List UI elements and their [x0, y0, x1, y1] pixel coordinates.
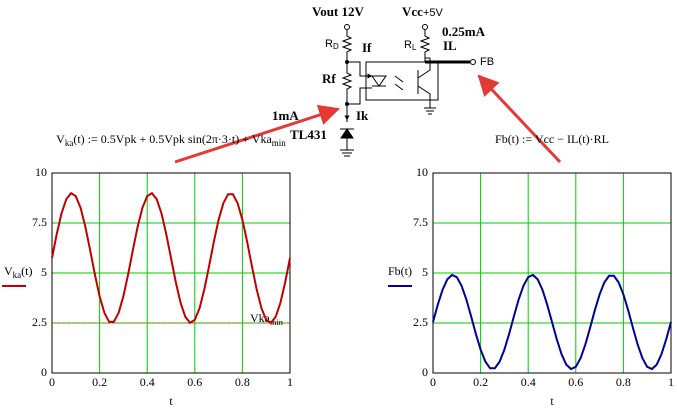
rl-sub: L [412, 43, 417, 52]
rich-text: Fb(t) [388, 264, 412, 278]
subscript: min [272, 138, 287, 148]
vcc-label: Vcc+5V [402, 4, 443, 19]
subscript: ka [13, 270, 22, 280]
plot-frame [432, 172, 672, 374]
wire [347, 61, 373, 79]
rich-text: Vka(t) := 0.5Vpk + 0.5Vpk sin(2π·3·t) + … [56, 132, 286, 148]
if-label: If [362, 40, 372, 55]
x-tick-label: 0 [49, 375, 55, 389]
y-tick-label: 5 [41, 265, 47, 279]
subscript: min [270, 318, 283, 327]
plot-frame [51, 172, 291, 374]
x-tick-label: 0.6 [568, 375, 583, 389]
x-tick-label: 0.4 [521, 375, 536, 389]
vcc-value: +5V [423, 7, 444, 19]
rich-text: Fb(t) := Vcc − IL(t)·RL [495, 132, 609, 146]
x-tick-label: 0.8 [235, 375, 250, 389]
led [371, 75, 387, 87]
x-tick-label: 0.2 [473, 375, 488, 389]
arrow [174, 104, 340, 164]
arrow [477, 74, 562, 164]
schematic: Vout 12V RD If Rf 1mA Ik TL431 Vcc+5V RL… [272, 4, 494, 157]
rich-text: Vkamin [250, 311, 283, 327]
rf-label: Rf [322, 71, 336, 86]
opto [365, 61, 439, 101]
il-value: 0.25mA [442, 24, 486, 39]
rich-text: Vka(t) [4, 264, 33, 280]
x-tick-label: 0.4 [140, 375, 155, 389]
text-part: (t) [21, 264, 32, 278]
text-part: Fb(t) [388, 264, 412, 278]
y-tick-label: 7.5 [32, 215, 47, 229]
x-tick-label: 1 [287, 375, 293, 389]
tl431-label: TL431 [290, 127, 327, 142]
ik-label: Ik [356, 108, 369, 123]
y-tick-label: 2.5 [413, 315, 428, 329]
y-tick-label: 2.5 [32, 315, 47, 329]
x-axis-label: t [169, 394, 173, 408]
x-tick-label: 0.2 [92, 375, 107, 389]
fb-label: FB [480, 56, 494, 68]
x-tick-label: 0.8 [616, 375, 631, 389]
text-part: V [4, 264, 13, 278]
y-tick-label: 7.5 [413, 215, 428, 229]
x-tick-label: 0.6 [187, 375, 202, 389]
fb-node [470, 59, 476, 65]
text-part: Vka [250, 311, 271, 325]
wire [347, 87, 372, 105]
y-tick-label: 10 [416, 165, 428, 179]
y-tick-label: 0 [41, 365, 47, 379]
y-tick-label: 10 [35, 165, 47, 179]
y-tick-label: 0 [422, 365, 428, 379]
vout-label: Vout 12V [312, 4, 365, 19]
text-part: Fb(t) := Vcc − IL(t)·RL [495, 132, 609, 146]
ground [424, 107, 436, 115]
light [372, 75, 404, 91]
y-tick-label: 5 [422, 265, 428, 279]
zener [340, 128, 354, 139]
rd-sub: D [333, 42, 339, 51]
node [422, 24, 428, 30]
text-part: V [56, 132, 65, 146]
ground [340, 138, 354, 157]
rd-label: RD [325, 38, 339, 51]
x-tick-label: 1 [668, 375, 674, 389]
text-part: (t) := 0.5Vpk + 0.5Vpk sin(2π·3·t) + Vka [73, 132, 272, 146]
il-label: IL [443, 38, 457, 53]
rl: R [404, 39, 412, 51]
rl-label: RL [404, 39, 417, 52]
node [344, 24, 350, 30]
ik-value: 1mA [272, 108, 299, 123]
rd: R [325, 38, 333, 50]
vcc: Vcc [402, 4, 423, 19]
x-tick-label: 0 [430, 375, 436, 389]
series-line [51, 191, 291, 325]
x-axis-label: t [550, 394, 554, 408]
wire [419, 30, 431, 62]
series-line [432, 273, 672, 371]
subscript: ka [65, 138, 74, 148]
